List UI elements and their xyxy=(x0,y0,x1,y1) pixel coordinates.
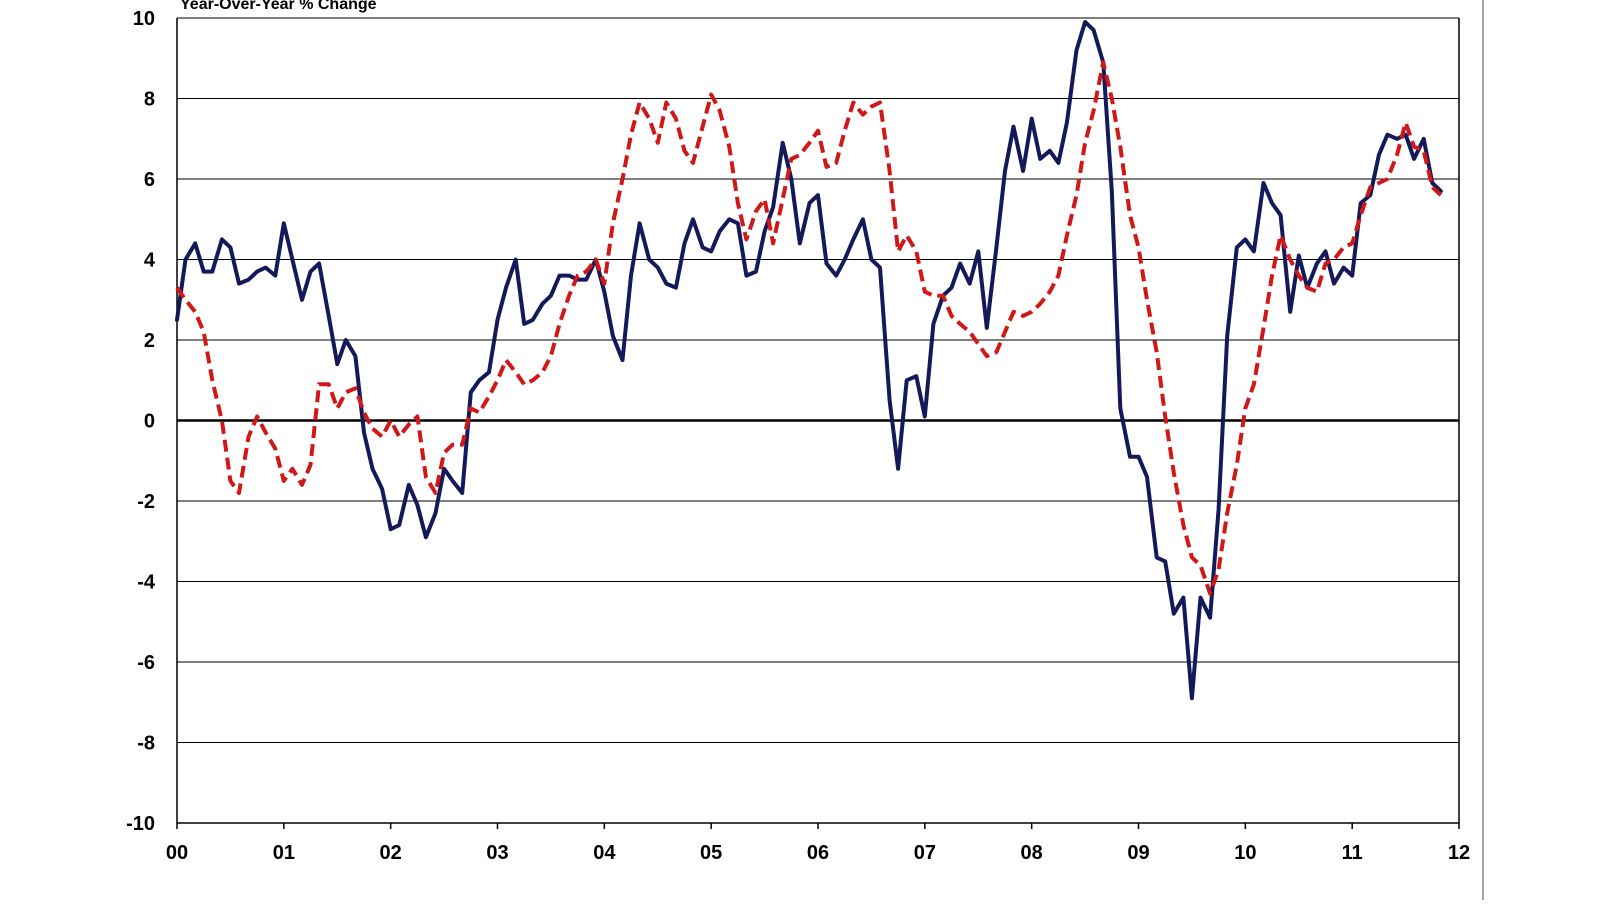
series-line-dashed-red xyxy=(175,60,1443,596)
x-tick-label: 02 xyxy=(380,842,402,864)
x-tick-label: 12 xyxy=(1448,842,1470,864)
x-tick-label: 06 xyxy=(807,842,829,864)
chart-subtitle: Year-Over-Year % Change xyxy=(180,0,377,13)
y-tick-label: -6 xyxy=(137,652,155,674)
tick-labels: 10 8 6 4 2 0 -2 -4 -6 -8 -10 00 01 02 03 04 05 06 07 08 09 10… xyxy=(126,8,1470,864)
x-tick-label: 05 xyxy=(700,842,722,864)
x-tick-label: 10 xyxy=(1234,842,1256,864)
y-tick-label: 4 xyxy=(144,250,156,272)
series-lines xyxy=(175,20,1443,701)
x-tick-label: 07 xyxy=(914,842,936,864)
y-tick-label: 8 xyxy=(144,89,155,111)
x-tick-label: 04 xyxy=(593,842,616,864)
x-tick-label: 00 xyxy=(166,842,188,864)
y-tick-label: 6 xyxy=(144,169,155,191)
y-tick-label: -10 xyxy=(126,813,155,835)
y-tick-label: -4 xyxy=(137,572,156,594)
y-tick-label: 2 xyxy=(144,330,155,352)
x-tick-label: 03 xyxy=(486,842,508,864)
y-tick-label: 0 xyxy=(144,411,155,433)
y-tick-label: -8 xyxy=(137,733,155,755)
series-line-solid-navy xyxy=(175,20,1443,701)
x-tick-label: 08 xyxy=(1021,842,1043,864)
y-tick-label: 10 xyxy=(133,8,155,30)
y-tick-label: -2 xyxy=(137,491,155,513)
x-tick-label: 11 xyxy=(1342,842,1363,864)
x-tick-label: 09 xyxy=(1127,842,1149,864)
x-tick-label: 01 xyxy=(273,842,295,864)
